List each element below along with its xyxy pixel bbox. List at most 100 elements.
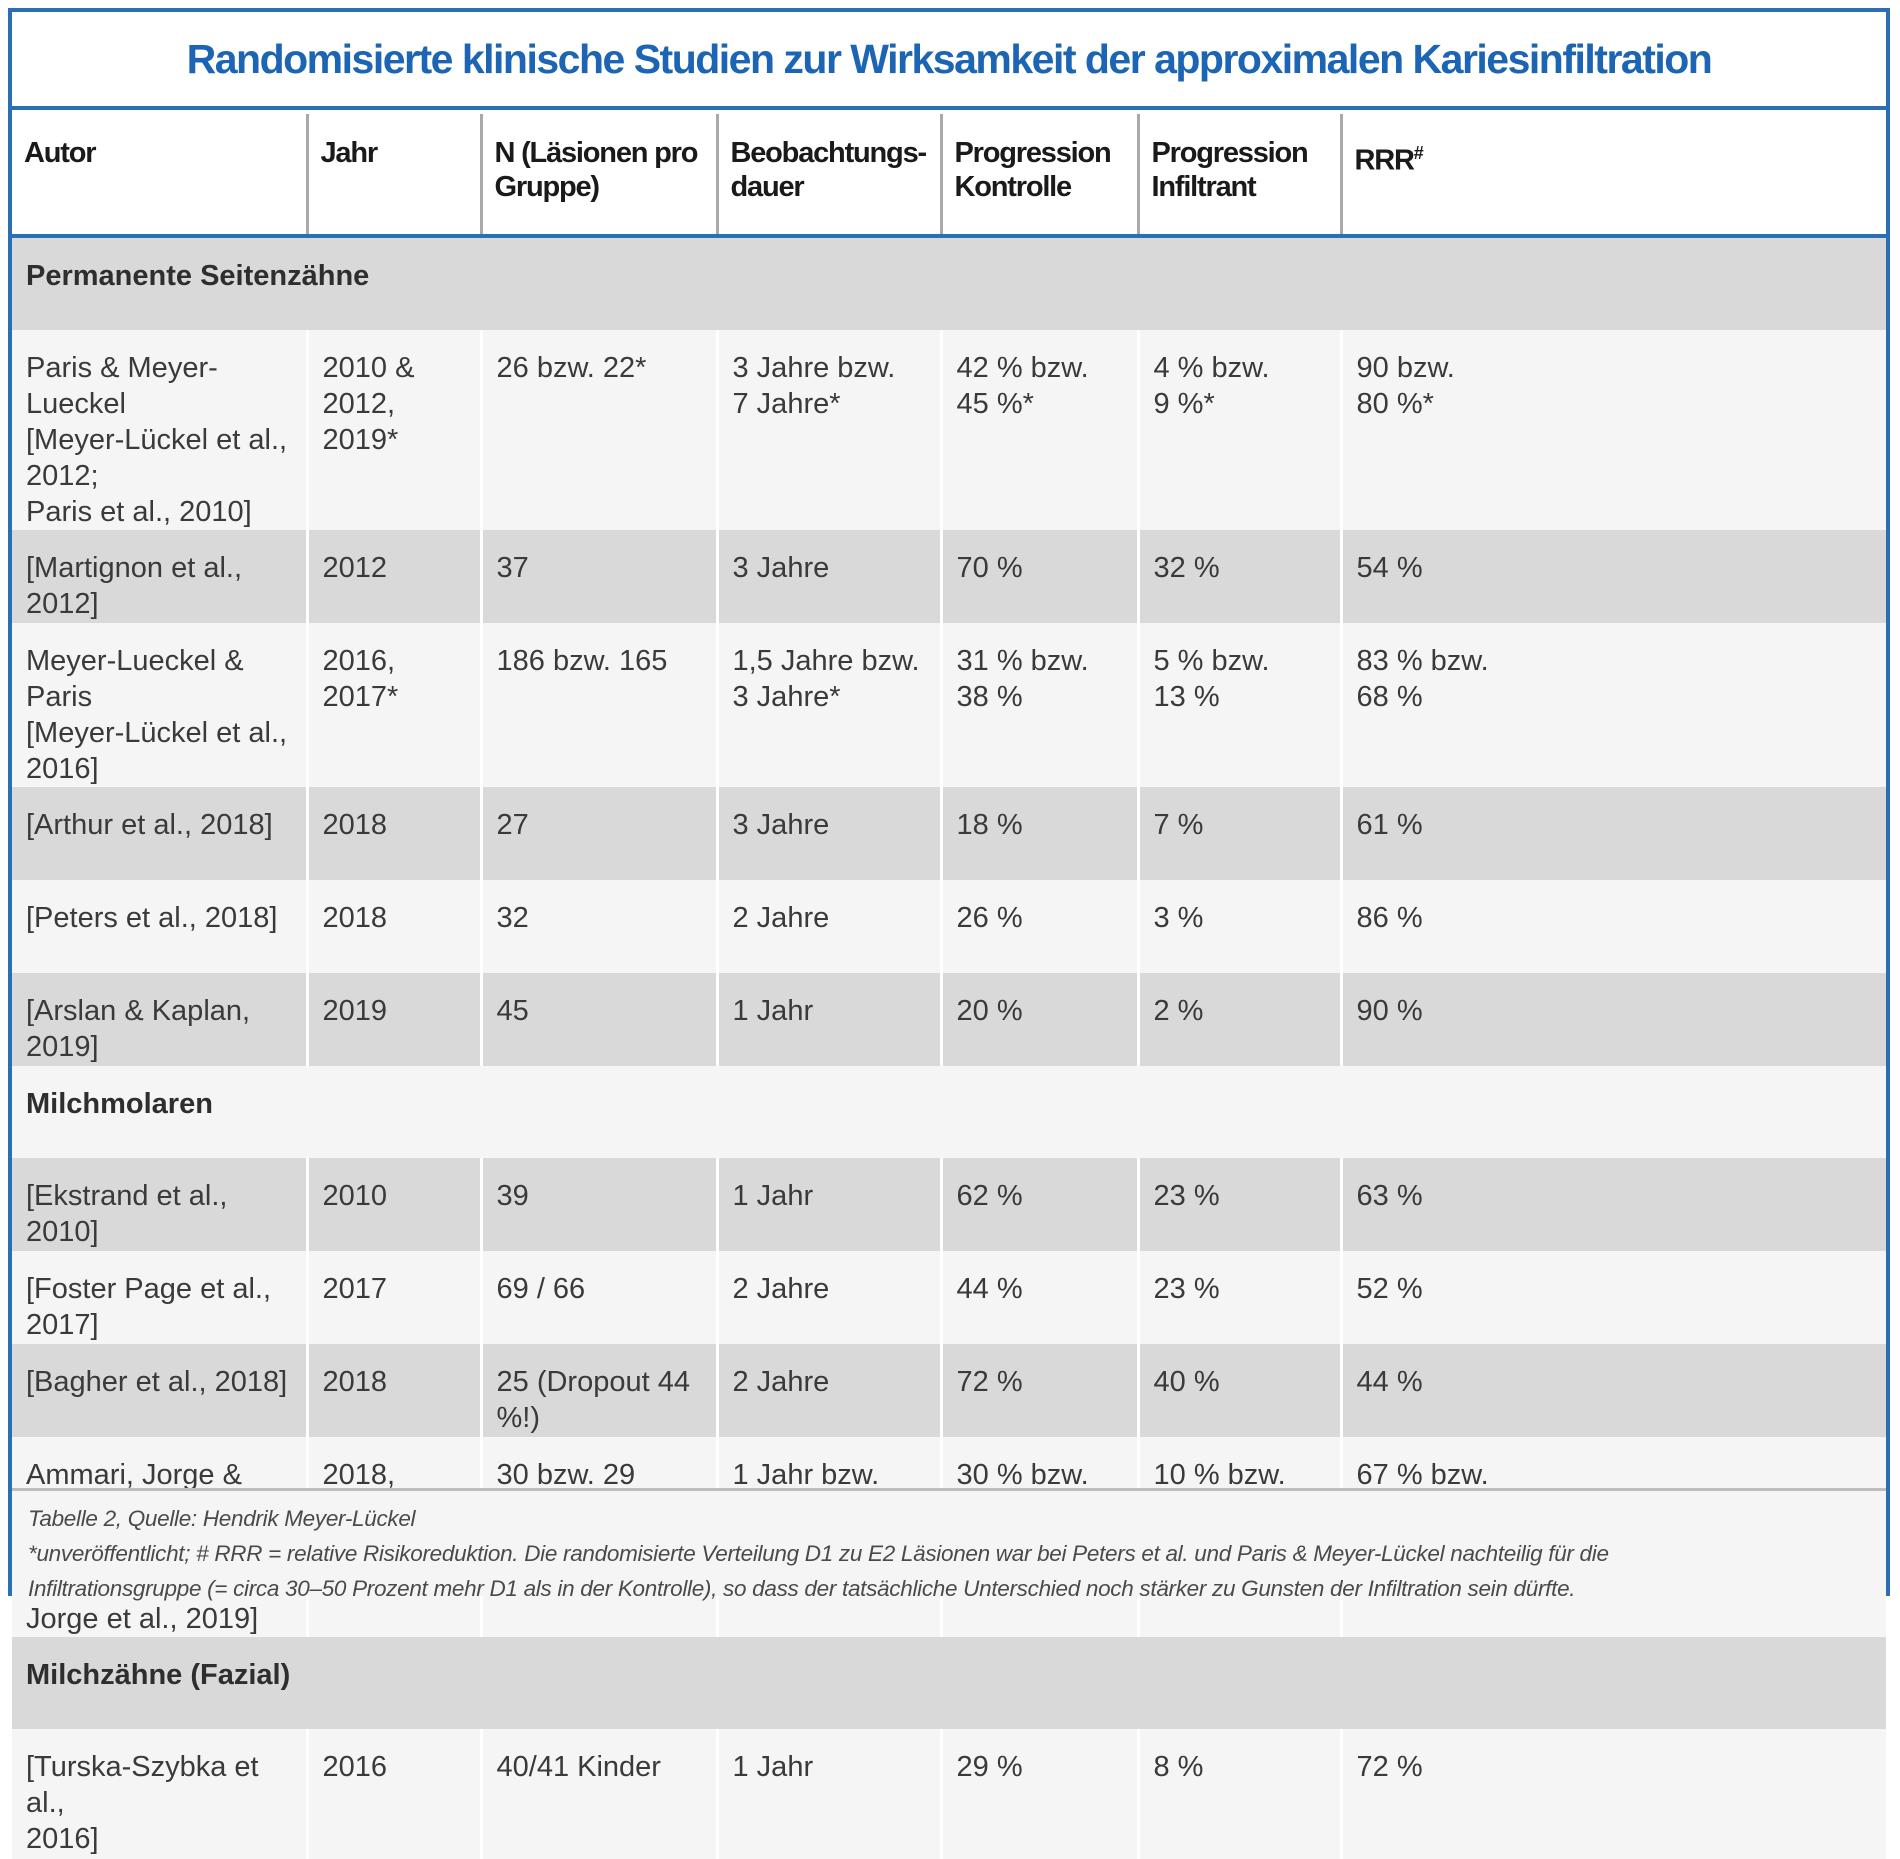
cell-kontrolle: 42 % bzw. 45 %* <box>939 330 1138 530</box>
cell-autor: [Ekstrand et al., 2010] <box>12 1158 307 1251</box>
cell-dauer: 3 Jahre <box>715 530 941 623</box>
cell-rrr: 90 bzw. 80 %* <box>1339 330 1886 530</box>
table-row: [Foster Page et al., 2017] 2017 69 / 66 … <box>12 1251 1886 1344</box>
cell-kontrolle: 26 % <box>939 880 1138 973</box>
cell-rrr: 83 % bzw. 68 % <box>1339 623 1886 787</box>
cell-dauer: 1 Jahr <box>715 1729 941 1859</box>
title-bar: Randomisierte klinische Studien zur Wirk… <box>12 12 1886 110</box>
cell-n: 25 (Dropout 44 %!) <box>479 1344 717 1437</box>
table-row: [Ekstrand et al., 2010] 2010 39 1 Jahr 6… <box>12 1158 1886 1251</box>
header-rrr-label: RRR <box>1354 144 1415 177</box>
cell-rrr: 90 % <box>1339 973 1886 1066</box>
table-row: [Bagher et al., 2018] 2018 25 (Dropout 4… <box>12 1344 1886 1437</box>
section-row: Milchmolaren <box>12 1066 1886 1158</box>
header-n: N (Läsionen pro Gruppe) <box>479 114 717 238</box>
cell-rrr: 52 % <box>1339 1251 1886 1344</box>
header-dauer: Beobachtungs-dauer <box>715 114 941 238</box>
cell-jahr: 2019 <box>305 973 481 1066</box>
section-row: Permanente Seitenzähne <box>12 236 1886 330</box>
cell-n: 27 <box>479 787 717 880</box>
header-infiltrant: Progression Infiltrant <box>1136 114 1341 238</box>
table-title: Randomisierte klinische Studien zur Wirk… <box>186 35 1713 82</box>
cell-autor: [Arthur et al., 2018] <box>12 787 307 880</box>
cell-jahr: 2016 <box>305 1729 481 1859</box>
cell-kontrolle: 31 % bzw. 38 % <box>939 623 1138 787</box>
cell-kontrolle: 70 % <box>939 530 1138 623</box>
cell-n: 32 <box>479 880 717 973</box>
cell-autor: [Arslan & Kaplan, 2019] <box>12 973 307 1066</box>
cell-infiltrant: 32 % <box>1136 530 1341 623</box>
table-footnote: Tabelle 2, Quelle: Hendrik Meyer-Lückel … <box>12 1488 1886 1601</box>
table-row: [Arthur et al., 2018] 2018 27 3 Jahre 18… <box>12 787 1886 880</box>
cell-rrr: 61 % <box>1339 787 1886 880</box>
cell-rrr: 54 % <box>1339 530 1886 623</box>
cell-kontrolle: 44 % <box>939 1251 1138 1344</box>
table-frame: Randomisierte klinische Studien zur Wirk… <box>8 8 1890 1859</box>
cell-n: 186 bzw. 165 <box>479 623 717 787</box>
cell-jahr: 2018 <box>305 1344 481 1437</box>
table-row: Meyer-Lueckel & Paris [Meyer-Lückel et a… <box>12 623 1886 787</box>
cell-autor: [Bagher et al., 2018] <box>12 1344 307 1437</box>
cell-kontrolle: 20 % <box>939 973 1138 1066</box>
cell-dauer: 3 Jahre bzw. 7 Jahre* <box>715 330 941 530</box>
table-row: [Turska-Szybka et al., 2016] 2016 40/41 … <box>12 1729 1886 1859</box>
section-milchmolaren: Milchmolaren <box>12 1066 1886 1158</box>
cell-kontrolle: 62 % <box>939 1158 1138 1251</box>
cell-jahr: 2018 <box>305 787 481 880</box>
cell-infiltrant: 4 % bzw. 9 %* <box>1136 330 1341 530</box>
cell-n: 40/41 Kinder <box>479 1729 717 1859</box>
header-rrr: RRR# <box>1339 114 1886 238</box>
table-row: Paris & Meyer-Lueckel [Meyer-Lückel et a… <box>12 330 1886 530</box>
cell-n: 37 <box>479 530 717 623</box>
cell-dauer: 3 Jahre <box>715 787 941 880</box>
cell-rrr: 63 % <box>1339 1158 1886 1251</box>
cell-dauer: 2 Jahre <box>715 1251 941 1344</box>
header-autor: Autor <box>12 114 307 238</box>
cell-jahr: 2010 & 2012, 2019* <box>305 330 481 530</box>
cell-infiltrant: 8 % <box>1136 1729 1341 1859</box>
cell-infiltrant: 23 % <box>1136 1158 1341 1251</box>
table-row: [Martignon et al., 2012] 2012 37 3 Jahre… <box>12 530 1886 623</box>
cell-infiltrant: 5 % bzw. 13 % <box>1136 623 1341 787</box>
cell-dauer: 1 Jahr <box>715 973 941 1066</box>
footnote-legend: *unveröffentlicht; # RRR = relative Risi… <box>28 1541 1609 1566</box>
cell-dauer: 1 Jahr <box>715 1158 941 1251</box>
cell-infiltrant: 23 % <box>1136 1251 1341 1344</box>
cell-kontrolle: 72 % <box>939 1344 1138 1437</box>
cell-autor: Meyer-Lueckel & Paris [Meyer-Lückel et a… <box>12 623 307 787</box>
cell-n: 45 <box>479 973 717 1066</box>
header-row: Autor Jahr N (Läsionen pro Gruppe) Beoba… <box>12 114 1886 238</box>
footnote-source: Tabelle 2, Quelle: Hendrik Meyer-Lückel <box>28 1506 416 1531</box>
table-row: [Arslan & Kaplan, 2019] 2019 45 1 Jahr 2… <box>12 973 1886 1066</box>
footnote-legend-cont: Infiltrationsgruppe (= circa 30–50 Proze… <box>28 1576 1576 1601</box>
cell-dauer: 1,5 Jahre bzw. 3 Jahre* <box>715 623 941 787</box>
cell-kontrolle: 29 % <box>939 1729 1138 1859</box>
cell-infiltrant: 7 % <box>1136 787 1341 880</box>
cell-n: 39 <box>479 1158 717 1251</box>
cell-autor: [Foster Page et al., 2017] <box>12 1251 307 1344</box>
cell-infiltrant: 3 % <box>1136 880 1341 973</box>
header-kontrolle: Progression Kontrolle <box>939 114 1138 238</box>
cell-n: 69 / 66 <box>479 1251 717 1344</box>
cell-infiltrant: 2 % <box>1136 973 1341 1066</box>
cell-rrr: 72 % <box>1339 1729 1886 1859</box>
section-permanent: Permanente Seitenzähne <box>12 236 1886 330</box>
cell-jahr: 2010 <box>305 1158 481 1251</box>
table-row: [Peters et al., 2018] 2018 32 2 Jahre 26… <box>12 880 1886 973</box>
cell-autor: [Martignon et al., 2012] <box>12 530 307 623</box>
cell-rrr: 86 % <box>1339 880 1886 973</box>
cell-jahr: 2018 <box>305 880 481 973</box>
cell-rrr: 44 % <box>1339 1344 1886 1437</box>
cell-jahr: 2012 <box>305 530 481 623</box>
cell-kontrolle: 18 % <box>939 787 1138 880</box>
header-jahr: Jahr <box>305 114 481 238</box>
cell-jahr: 2016, 2017* <box>305 623 481 787</box>
cell-dauer: 2 Jahre <box>715 880 941 973</box>
cell-autor: [Peters et al., 2018] <box>12 880 307 973</box>
cell-autor: Paris & Meyer-Lueckel [Meyer-Lückel et a… <box>12 330 307 530</box>
cell-infiltrant: 40 % <box>1136 1344 1341 1437</box>
cell-n: 26 bzw. 22* <box>479 330 717 530</box>
cell-jahr: 2017 <box>305 1251 481 1344</box>
cell-dauer: 2 Jahre <box>715 1344 941 1437</box>
section-row: Milchzähne (Fazial) <box>12 1637 1886 1729</box>
